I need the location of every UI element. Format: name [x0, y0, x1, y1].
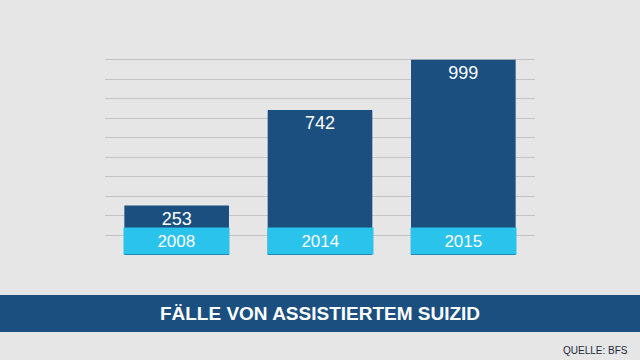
svg-text:742: 742	[305, 113, 335, 133]
svg-text:QUELLE: BFS: QUELLE: BFS	[563, 345, 628, 356]
svg-text:2008: 2008	[157, 232, 195, 251]
svg-text:253: 253	[162, 209, 192, 229]
svg-text:FÄLLE VON ASSISTIERTEM SUIZID: FÄLLE VON ASSISTIERTEM SUIZID	[160, 303, 480, 324]
svg-text:2015: 2015	[444, 232, 482, 251]
svg-text:2014: 2014	[301, 232, 339, 251]
svg-text:999: 999	[448, 63, 478, 83]
